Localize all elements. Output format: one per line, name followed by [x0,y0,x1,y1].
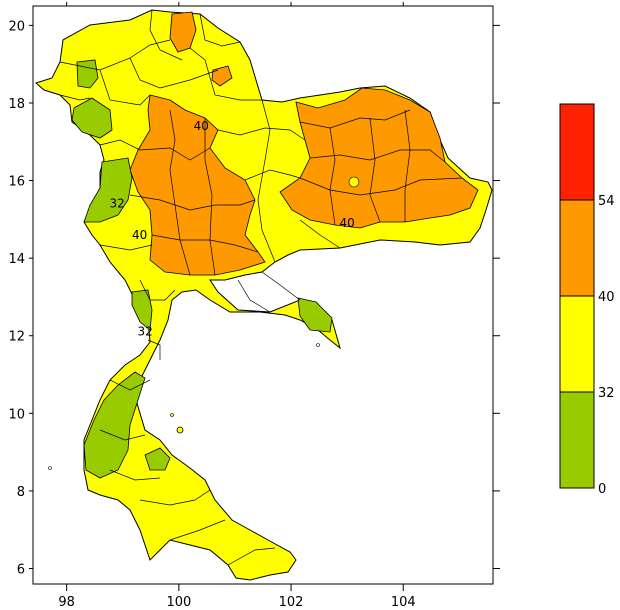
contour-label: 32 [110,197,125,211]
legend-swatch [559,103,595,201]
island-koh-samui [176,426,184,434]
y-tick-label: 10 [8,407,25,422]
zone-0-32-tenasserim [131,289,153,331]
y-tick-label: 14 [8,252,25,267]
y-tick-label: 18 [8,97,25,112]
zone-0-32-west-lower [83,157,133,223]
legend-label: 32 [598,386,615,401]
zone-0-32-south-west [83,371,146,479]
zone-0-32-west-mid [71,97,113,139]
zone-40-54-north-small [211,65,233,87]
island-small-1 [170,413,174,417]
contour-label: 40 [194,119,209,133]
zone-0-32-west-upper [76,59,99,89]
legend-swatch [559,295,595,393]
x-tick-label: 98 [58,595,75,610]
zone-40-54-northeast [279,87,479,229]
x-tick-label: 104 [391,595,416,610]
x-tick-label: 100 [166,595,191,610]
y-tick-label: 20 [8,19,25,34]
contour-label: 40 [132,228,147,242]
map-region: 40 40 40 32 32 [34,9,493,581]
zone-0-32-south-small [144,447,171,471]
legend-label: 0 [598,482,606,497]
legend-swatch [559,391,595,489]
legend-label: 54 [598,194,615,209]
y-tick-label: 6 [17,562,25,577]
island-small-3 [316,343,320,347]
color-legend: 0 32 40 54 [559,103,615,497]
y-tick-label: 8 [17,485,25,500]
y-tick-label: 16 [8,175,25,190]
y-tick-label: 12 [8,330,25,345]
contour-label: 32 [138,325,153,339]
legend-label: 40 [598,290,615,305]
axes: 98 100 102 104 6 8 10 12 14 16 18 20 [8,2,500,610]
yellow-pocket-ne [348,176,360,188]
contour-labels: 40 40 40 32 32 [110,119,355,339]
zone-0-32-east [297,297,333,333]
province-boundaries [59,9,463,566]
contour-label: 40 [340,216,355,230]
island-small-2 [48,466,52,470]
legend-swatch [559,199,595,297]
x-tick-label: 102 [279,595,304,610]
